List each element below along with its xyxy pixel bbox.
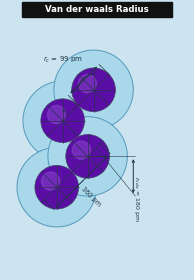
Circle shape: [41, 99, 85, 143]
Circle shape: [66, 134, 109, 178]
Text: $r_c$ = 99 pm: $r_c$ = 99 pm: [43, 54, 83, 65]
Circle shape: [48, 116, 127, 196]
Text: $r_{vdw}$ = 180 pm: $r_{vdw}$ = 180 pm: [132, 176, 141, 223]
Circle shape: [78, 74, 97, 93]
Circle shape: [72, 141, 91, 159]
Circle shape: [47, 105, 66, 124]
Circle shape: [23, 81, 102, 160]
Circle shape: [54, 50, 133, 130]
FancyBboxPatch shape: [22, 3, 172, 17]
Text: 360 pm: 360 pm: [80, 186, 102, 207]
Circle shape: [35, 165, 79, 209]
Circle shape: [42, 172, 60, 190]
Text: Van der waals Radius: Van der waals Radius: [45, 5, 149, 15]
Text: 198 pm: 198 pm: [88, 74, 110, 96]
Circle shape: [72, 68, 115, 112]
Circle shape: [17, 148, 96, 227]
